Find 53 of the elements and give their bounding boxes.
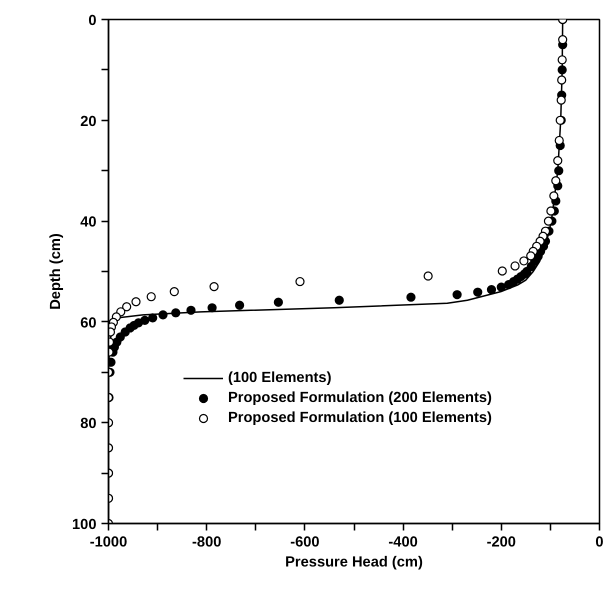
point xyxy=(170,287,179,296)
point xyxy=(122,302,132,312)
point xyxy=(496,282,506,292)
y-tick-label: 40 xyxy=(80,214,97,231)
x-tick-label: -400 xyxy=(388,534,418,550)
point xyxy=(171,308,180,318)
point xyxy=(158,310,168,320)
point xyxy=(557,75,566,85)
point xyxy=(209,282,219,292)
point xyxy=(334,296,344,305)
point xyxy=(526,251,536,260)
point xyxy=(546,206,556,216)
point xyxy=(558,55,567,64)
y-tick-label: 100 xyxy=(72,517,97,533)
point xyxy=(510,261,520,271)
legend-label: (100 Elements) xyxy=(228,370,332,386)
point xyxy=(498,266,507,276)
point xyxy=(544,216,554,226)
x-tick-label: 0 xyxy=(595,534,604,550)
x-tick-label: -800 xyxy=(192,534,222,550)
y-tick-label: 0 xyxy=(88,13,97,29)
point xyxy=(556,96,566,105)
legend-label: Proposed Formulation (200 Elements) xyxy=(228,390,492,406)
point xyxy=(558,65,567,74)
point xyxy=(473,288,482,297)
x-tick-label: -600 xyxy=(290,534,320,550)
y-axis-title: Depth (cm) xyxy=(48,233,64,310)
point xyxy=(186,306,196,315)
point xyxy=(554,136,564,146)
point xyxy=(554,166,564,176)
point xyxy=(519,256,528,266)
point xyxy=(234,300,244,310)
y-tick-label: 80 xyxy=(80,416,97,432)
point xyxy=(486,285,496,294)
point xyxy=(148,313,158,322)
x-tick-label: -200 xyxy=(486,534,516,550)
point xyxy=(131,297,141,306)
point xyxy=(504,280,514,290)
x-tick-label: -1000 xyxy=(90,534,128,550)
point xyxy=(406,292,416,302)
legend-label: Proposed Formulation (100 Elements) xyxy=(228,410,492,426)
point xyxy=(146,292,156,302)
x-axis-title: Pressure Head (cm) xyxy=(285,554,423,570)
point xyxy=(274,298,283,307)
point xyxy=(424,271,433,281)
point xyxy=(295,276,305,286)
point xyxy=(208,303,217,312)
point xyxy=(549,191,558,200)
point xyxy=(551,176,560,186)
point xyxy=(452,290,462,300)
point xyxy=(553,156,562,166)
y-tick-label: 20 xyxy=(80,114,97,130)
y-tick-label: 60 xyxy=(80,315,97,332)
